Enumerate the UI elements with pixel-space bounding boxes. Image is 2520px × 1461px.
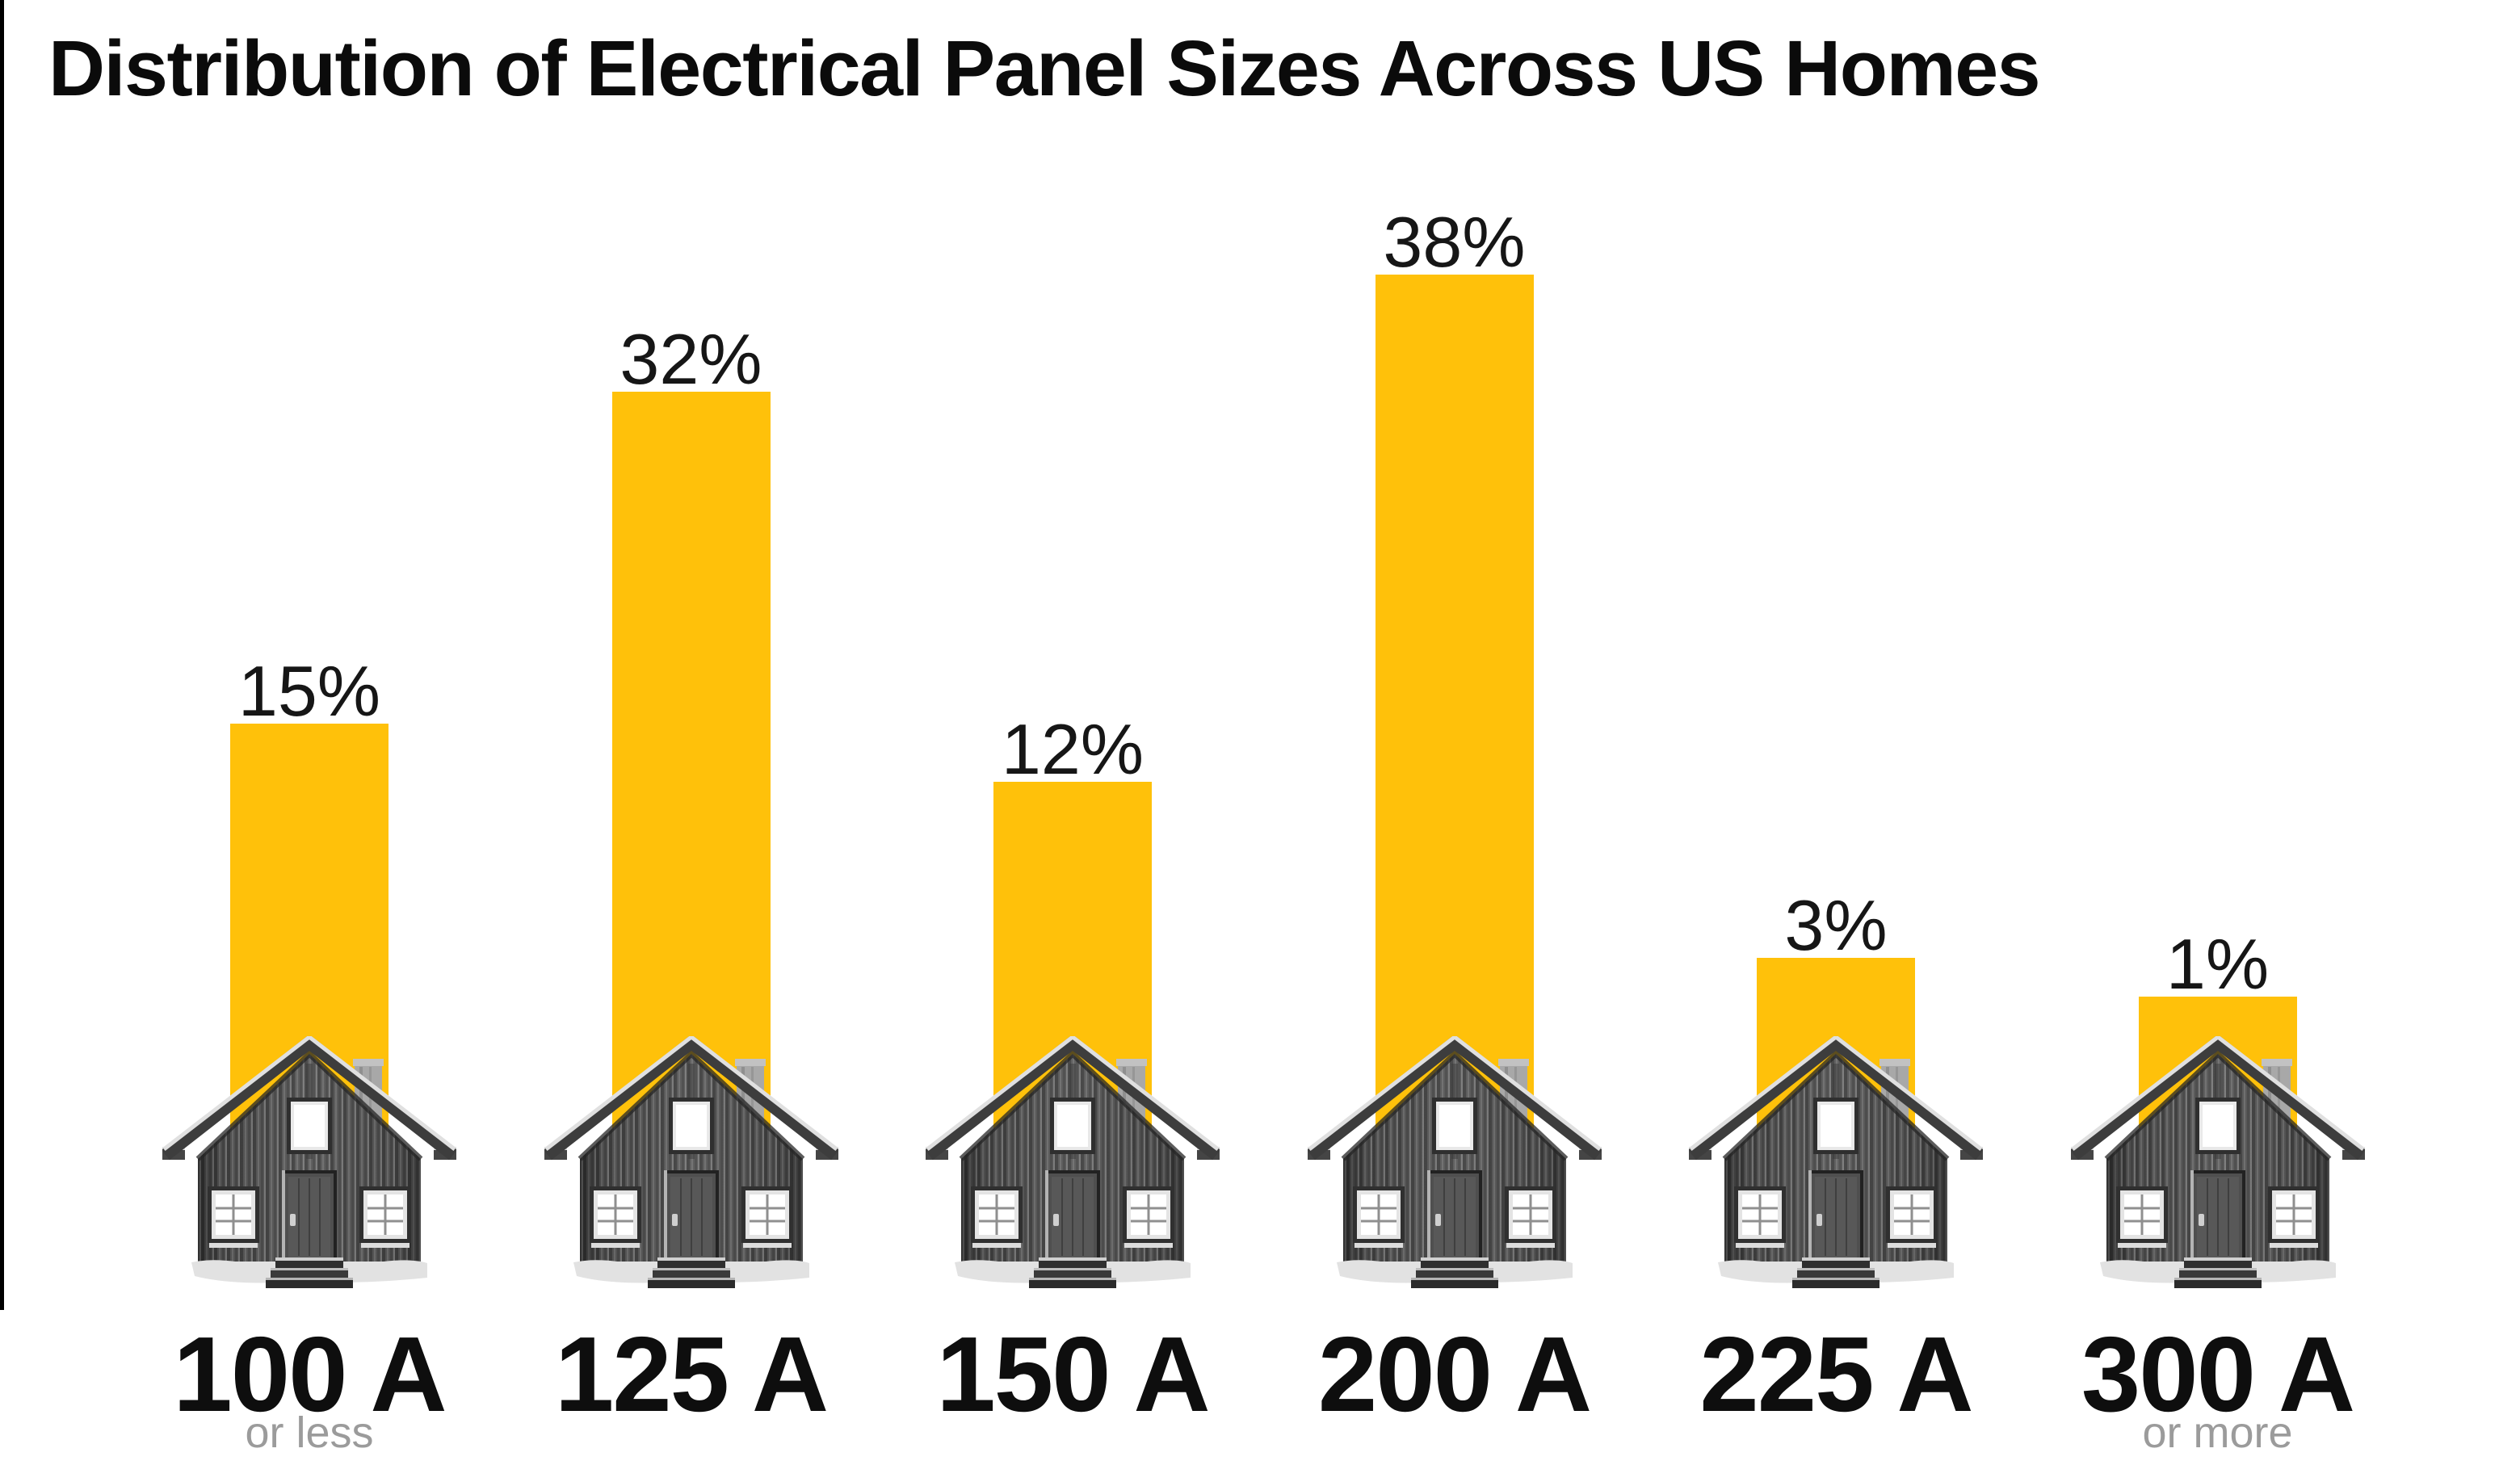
house-icon [2071, 1036, 2365, 1296]
house-icon [1689, 1036, 1983, 1296]
bar-value-label: 32% [620, 319, 762, 399]
bar-value-label: 15% [237, 651, 381, 731]
category-label: 150 A [936, 1315, 1210, 1434]
category-sublabel: or less [245, 1409, 374, 1457]
category-label: 200 A [1317, 1315, 1592, 1434]
house-icon [162, 1036, 456, 1296]
house-icon [926, 1036, 1220, 1296]
house-icon [1308, 1036, 1602, 1296]
bar-value-label: 38% [1383, 202, 1526, 282]
category-label: 100 A [173, 1315, 447, 1434]
category-label: 125 A [554, 1315, 829, 1434]
category-label: 225 A [1699, 1315, 1973, 1434]
bar-value-label: 12% [1001, 709, 1144, 789]
bar-value-label: 1% [2165, 924, 2270, 1004]
house-icon [544, 1036, 838, 1296]
bar-value-label: 3% [1784, 885, 1888, 965]
left-edge-strip [0, 0, 4, 1310]
category-sublabel: or more [2142, 1409, 2293, 1457]
category-label: 300 A [2081, 1315, 2355, 1434]
chart-title: Distribution of Electrical Panel Sizes A… [48, 24, 2041, 112]
